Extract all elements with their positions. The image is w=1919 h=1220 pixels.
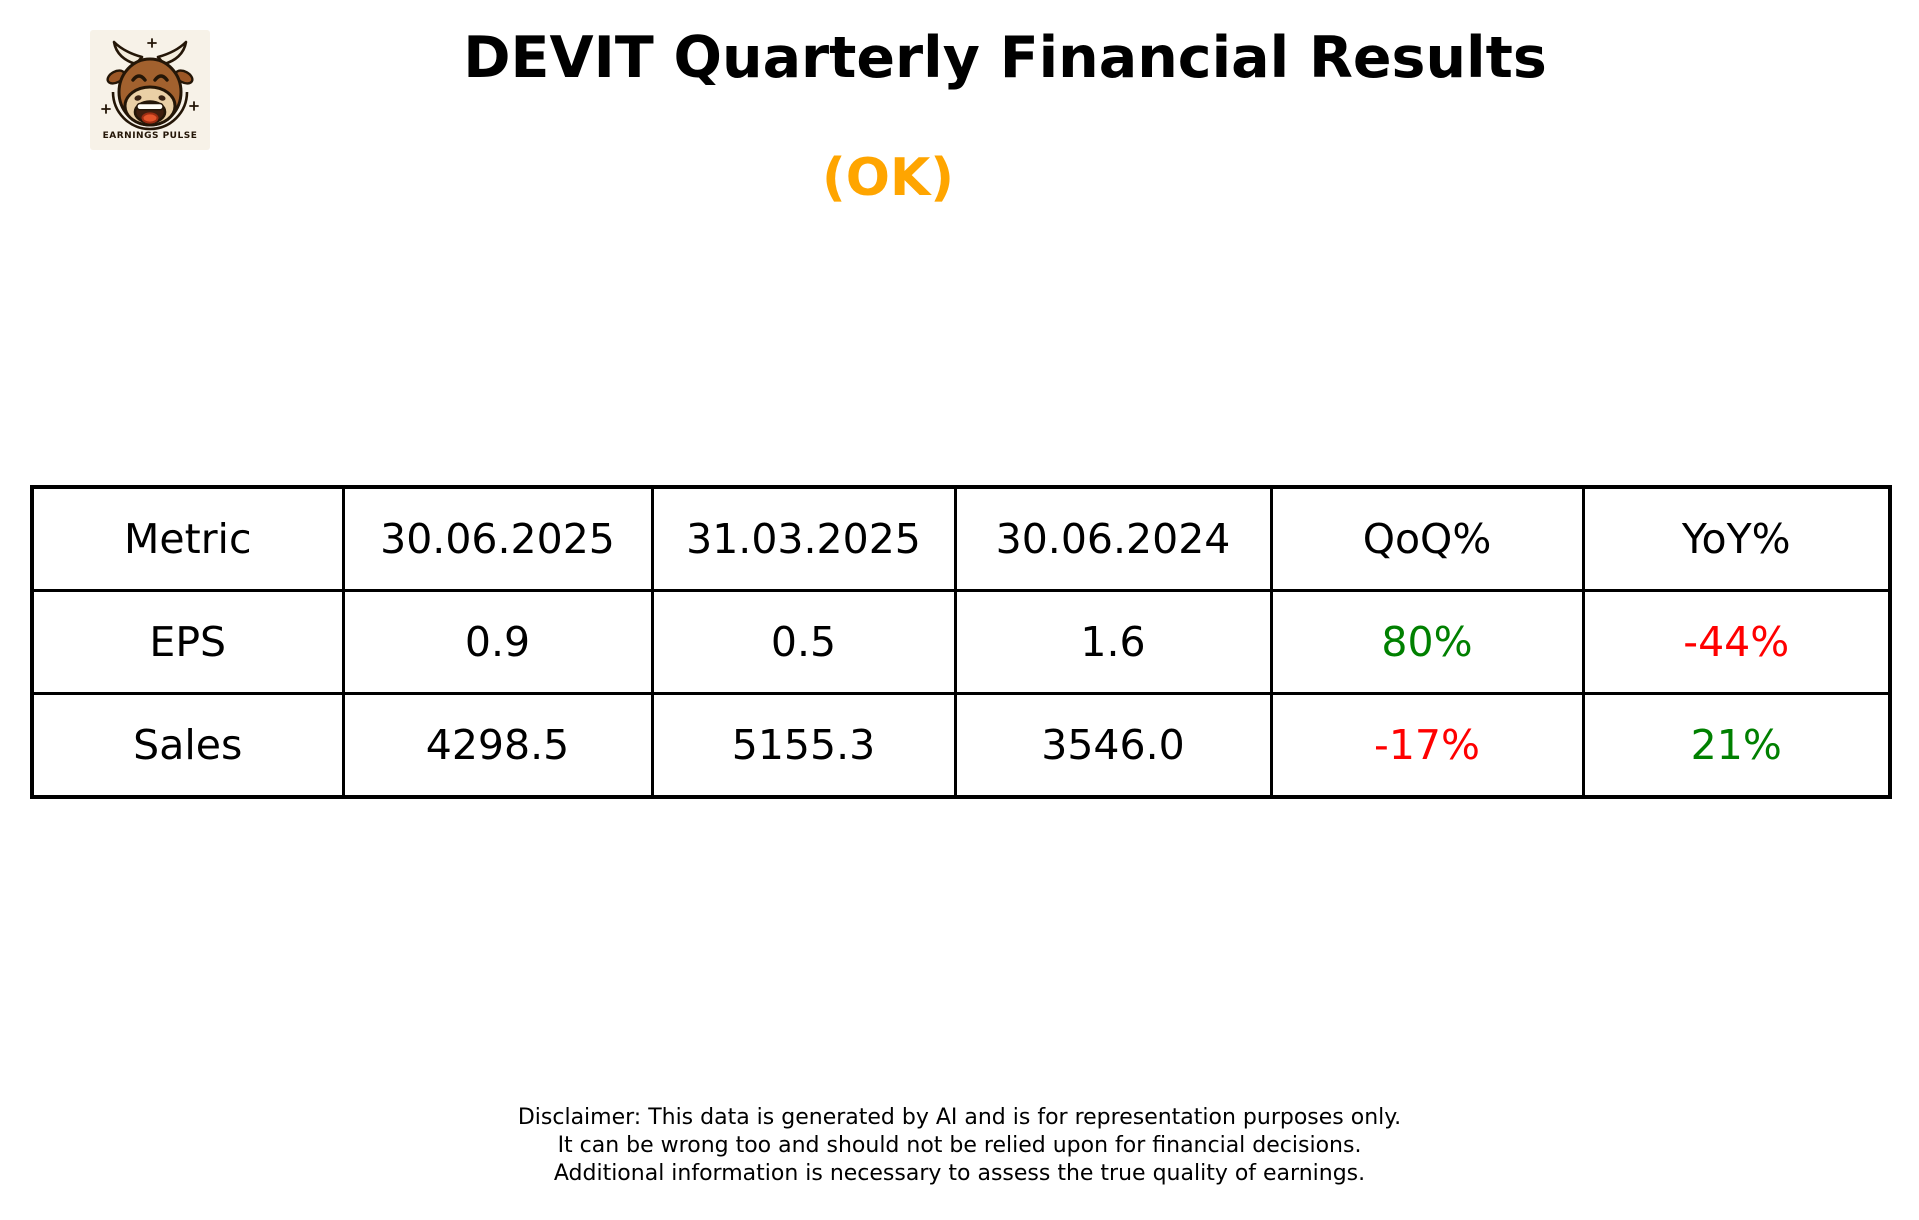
brand-name: EARNINGS PULSE: [102, 131, 198, 141]
results-table: Metric 30.06.2025 31.03.2025 30.06.2024 …: [30, 485, 1892, 799]
sales-metric-label: Sales: [30, 692, 345, 799]
eps-previous-value: 0.5: [650, 589, 957, 695]
tongue: [141, 112, 159, 124]
table-row-sales: Sales 4298.5 5155.3 3546.0 -17% 21%: [30, 692, 1892, 799]
column-header-previous-quarter: 31.03.2025: [650, 485, 957, 592]
sales-yoy-percent: 21%: [1581, 692, 1892, 799]
verdict-label: (OK): [821, 148, 955, 208]
table-header-row: Metric 30.06.2025 31.03.2025 30.06.2024 …: [30, 485, 1892, 592]
sales-current-value: 4298.5: [341, 692, 654, 799]
disclaimer-line-1: Disclaimer: This data is generated by AI…: [517, 1105, 1402, 1130]
eps-qoq-percent: 80%: [1269, 589, 1585, 695]
bull-icon: [90, 30, 210, 150]
sales-previous-value: 5155.3: [650, 692, 957, 799]
disclaimer-line-2: It can be wrong too and should not be re…: [557, 1133, 1362, 1158]
sparkle-icons: [101, 38, 199, 114]
column-header-year-ago-quarter: 30.06.2024: [953, 485, 1273, 592]
neck-arc: [111, 91, 189, 131]
column-header-qoq: QoQ%: [1269, 485, 1585, 592]
right-nostril: [158, 95, 166, 101]
eps-yoy-percent: -44%: [1581, 589, 1892, 695]
sales-year-ago-value: 3546.0: [953, 692, 1273, 799]
left-nostril: [134, 95, 142, 101]
eps-year-ago-value: 1.6: [953, 589, 1273, 695]
column-header-current-quarter: 30.06.2025: [341, 485, 654, 592]
column-header-metric: Metric: [30, 485, 345, 592]
eyes: [131, 74, 169, 82]
disclaimer: Disclaimer: This data is generated by AI…: [0, 1104, 1919, 1188]
eps-metric-label: EPS: [30, 589, 345, 695]
page-title: DEVIT Quarterly Financial Results: [463, 25, 1547, 91]
disclaimer-line-3: Additional information is necessary to a…: [553, 1161, 1366, 1186]
column-header-yoy: YoY%: [1581, 485, 1892, 592]
sales-qoq-percent: -17%: [1269, 692, 1585, 799]
brand-logo: EARNINGS PULSE: [90, 30, 210, 150]
eps-current-value: 0.9: [341, 589, 654, 695]
teeth: [136, 102, 164, 111]
table-row-eps: EPS 0.9 0.5 1.6 80% -44%: [30, 589, 1892, 695]
